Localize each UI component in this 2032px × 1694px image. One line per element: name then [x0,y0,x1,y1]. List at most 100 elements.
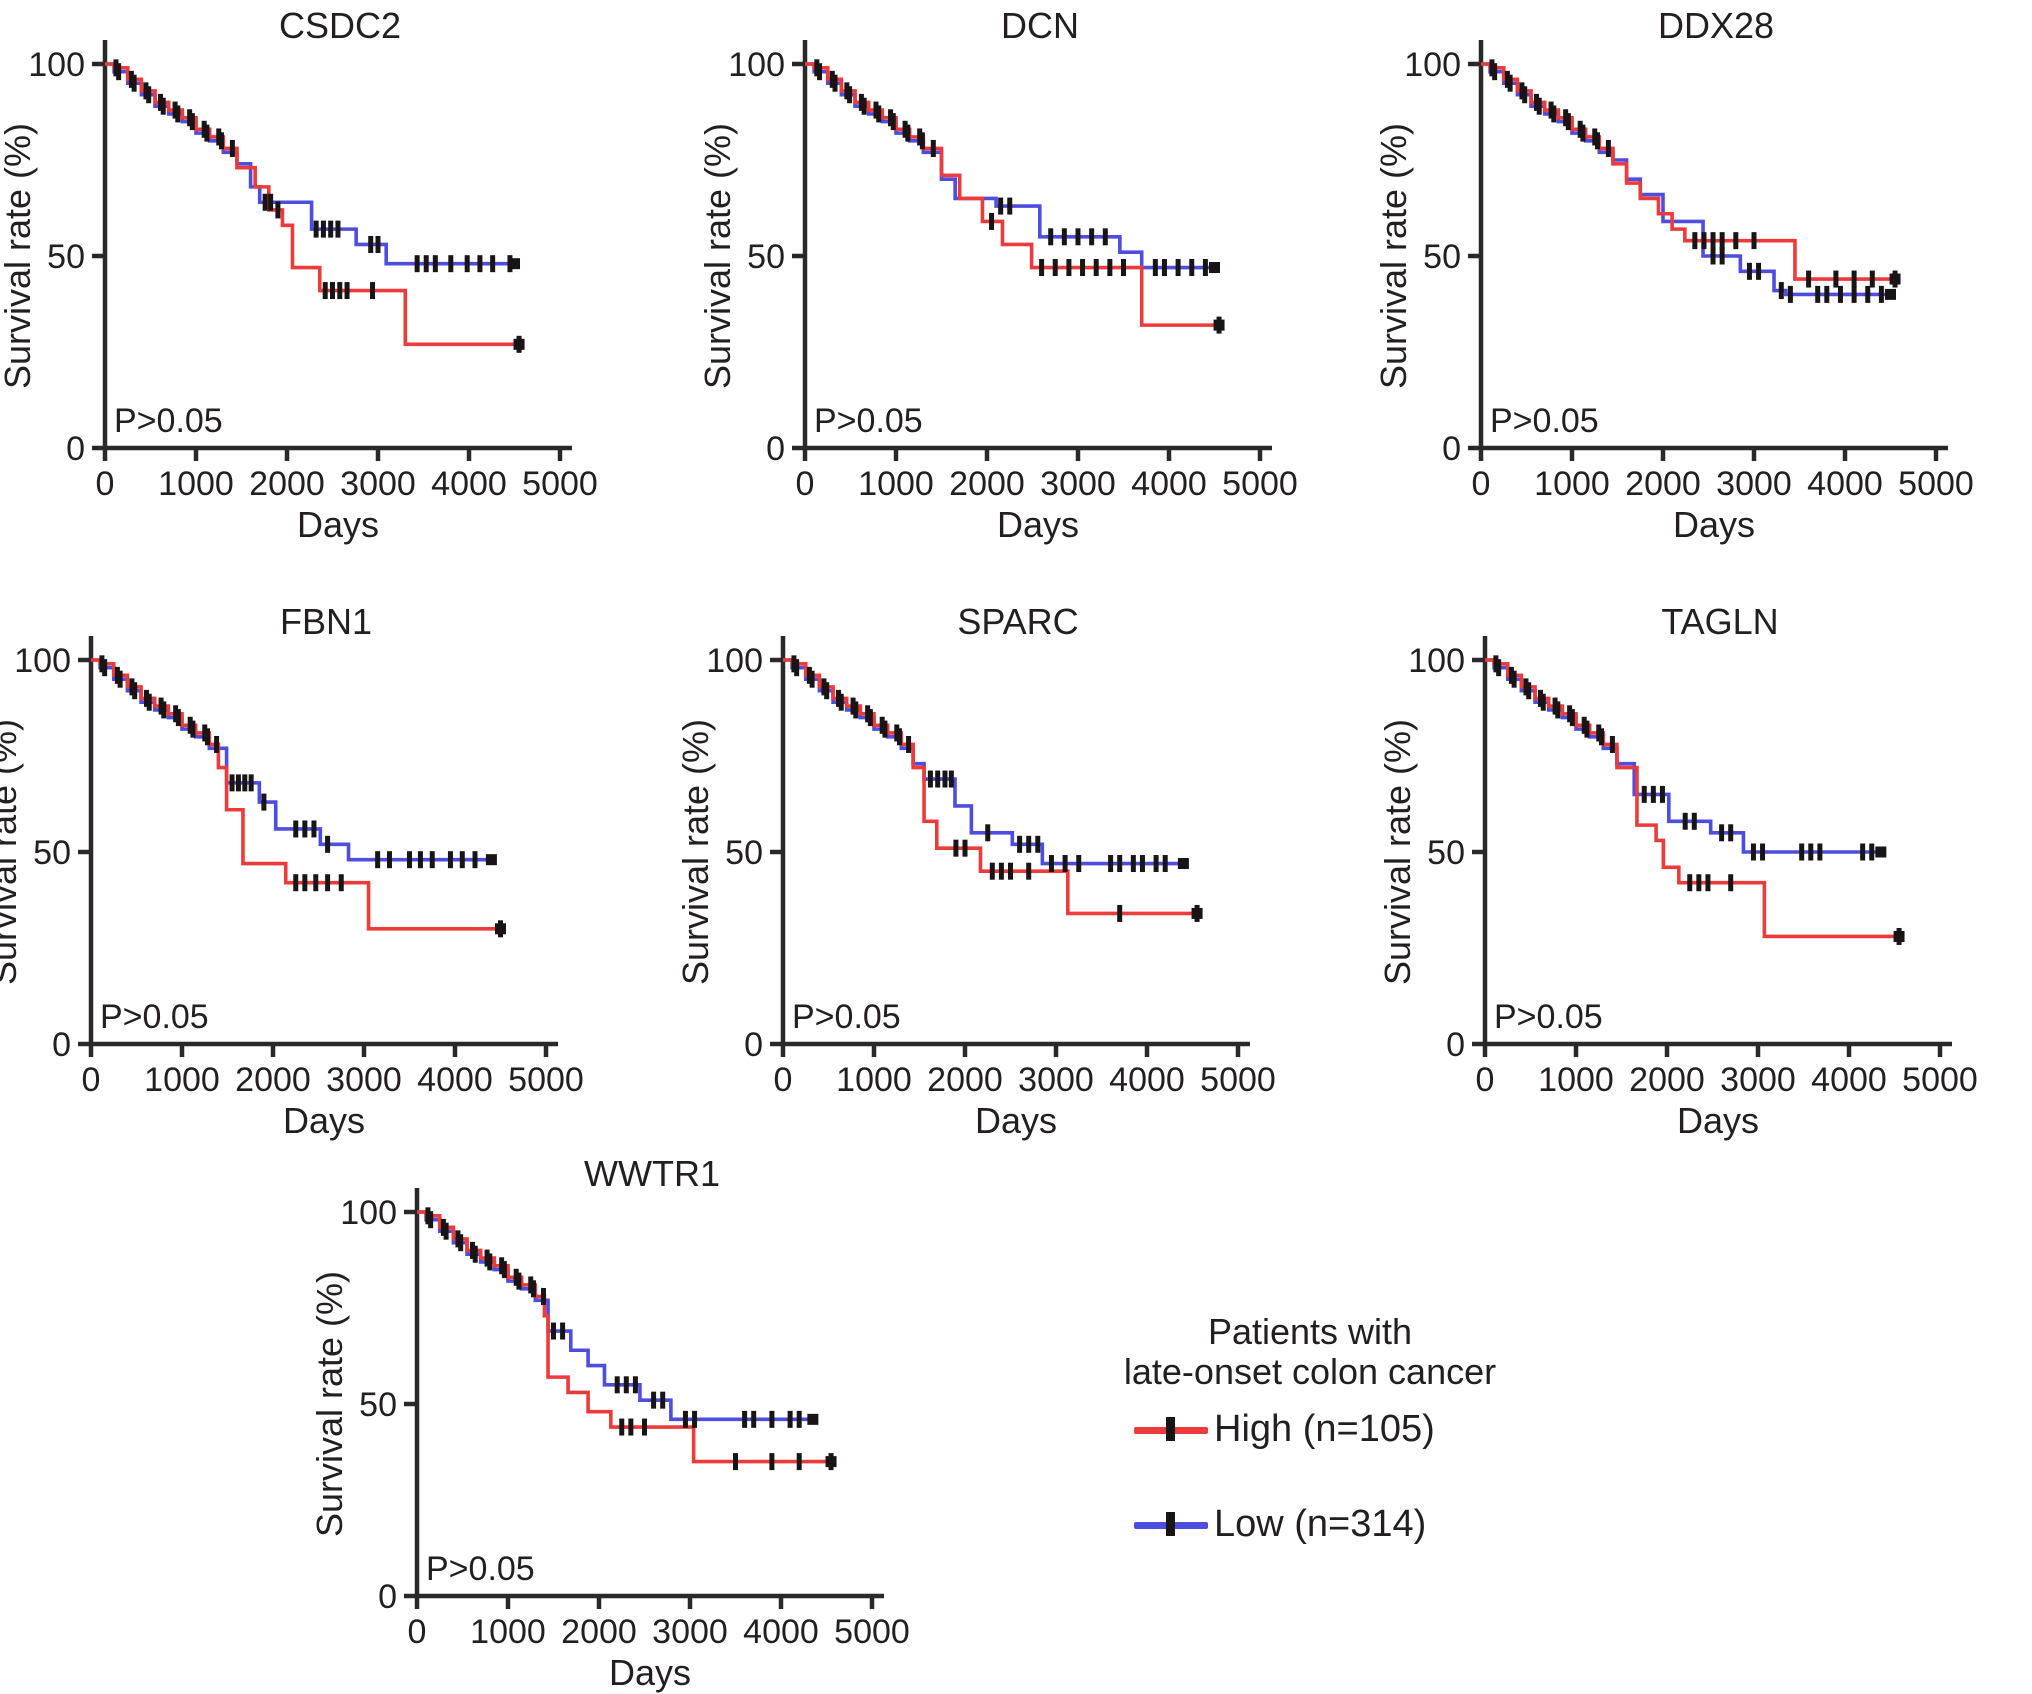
censor-tick-icon [806,666,812,684]
x-tick-label: 2000 [561,1613,637,1651]
censor-ticks-high [113,59,525,353]
censor-tick-icon [1563,109,1569,127]
censor-tick-icon [1161,259,1167,277]
censor-tick-icon [187,109,193,127]
censor-tick-icon [513,1268,519,1286]
end-marker-icon [1177,858,1189,870]
censor-tick-icon [989,862,995,880]
x-axis-label: Days [1673,504,1755,545]
censor-tick-icon [440,1218,446,1236]
censor-tick-icon [1538,689,1544,707]
censor-ticks-high [791,655,1203,922]
censor-tick-icon [1166,1416,1175,1441]
censor-tick-icon [540,1287,546,1305]
y-tick-label: 0 [378,1578,397,1616]
y-tick-label: 50 [747,238,785,276]
x-tick-label: 5000 [1222,465,1298,503]
end-marker-icon [1875,846,1887,858]
censor-tick-icon [733,1453,738,1471]
censor-tick-icon [1062,855,1068,873]
end-marker-icon [1209,262,1220,274]
censor-tick-icon [1061,228,1067,246]
censor-tick-icon [1107,259,1113,277]
censor-tick-icon [1815,285,1821,303]
censor-tick-icon [1567,705,1573,723]
censor-tick-icon [490,255,496,273]
censor-tick-icon [190,720,196,738]
x-tick-label: 2000 [1625,465,1701,503]
censor-tick-icon [487,1253,493,1271]
censor-tick-icon [407,851,412,869]
censor-tick-icon [998,862,1004,880]
censor-tick-icon [1787,285,1793,303]
censor-tick-icon [1837,285,1843,303]
censor-tick-icon [829,70,835,88]
low-curve [783,658,1184,866]
censor-tick-icon [1719,247,1725,265]
censor-tick-icon [242,774,248,792]
censor-tick-icon [1659,785,1665,803]
censor-tick-icon [948,770,954,788]
y-axis-label: Survival rate (%) [678,719,716,985]
censor-tick-icon [1869,843,1875,861]
censor-tick-icon [131,74,137,92]
censor-tick-icon [458,1234,464,1252]
high-line-swatch [1134,1416,1208,1444]
y-tick-label: 0 [766,430,785,468]
end-marker-icon [825,1456,837,1468]
censor-tick-icon [1117,855,1123,873]
censor-tick-icon [817,63,823,81]
censor-tick-icon [173,705,179,723]
censor-tick-icon [1552,697,1558,715]
y-axis-label: Survival rate (%) [312,1271,350,1537]
censor-ticks-low [794,659,1189,873]
censor-tick-icon [953,839,959,857]
censor-tick-icon [1152,259,1158,277]
censor-tick-icon [1806,270,1812,288]
censor-tick-icon [1493,655,1499,673]
high-curve [805,62,1220,327]
censor-tick-icon [1093,259,1099,277]
censor-tick-icon [1598,728,1604,746]
x-tick-label: 5000 [1898,465,1974,503]
end-marker-icon [513,338,525,350]
censor-tick-icon [248,774,254,792]
x-tick-label: 5000 [508,1061,584,1099]
censor-tick-icon [1066,259,1072,277]
censor-tick-icon [158,697,164,715]
censor-ticks-low [102,659,497,869]
censor-tick-icon [821,678,827,696]
x-tick-label: 5000 [834,1613,910,1651]
km-plot-ddx28: DDX28 0 50 100 0 1000 2000 3000 4000 5000 Survival… [1373,0,2032,560]
x-tick-label: 3000 [1040,465,1116,503]
censor-tick-icon [1108,855,1114,873]
plot-title: SPARC [957,601,1078,642]
censor-tick-icon [824,682,830,700]
censor-tick-icon [1799,843,1805,861]
censor-tick-icon [201,120,207,138]
censor-tick-icon [1523,678,1529,696]
x-tick-label: 0 [1472,465,1491,503]
censor-tick-icon [832,74,838,92]
censor-tick-icon [102,659,108,677]
censor-tick-icon [268,193,274,211]
censor-tick-icon [229,139,235,157]
plot-title: DCN [1001,5,1079,46]
censor-tick-icon [890,113,896,131]
censor-tick-icon [472,851,478,869]
censor-tick-icon [202,724,208,742]
x-tick-label: 1000 [1534,465,1610,503]
censor-tick-icon [158,93,164,111]
censor-tick-icon [905,124,911,142]
x-axis-label: Days [1677,1100,1759,1141]
censor-tick-icon [814,59,820,77]
x-tick-label: 1000 [1538,1061,1614,1099]
censor-tick-icon [1869,270,1875,288]
censor-tick-icon [614,1376,620,1394]
censor-tick-icon [1522,86,1528,104]
x-tick-label: 3000 [340,465,416,503]
censor-tick-icon [1162,855,1168,873]
censor-tick-icon [214,735,220,753]
x-tick-label: 1000 [858,465,934,503]
